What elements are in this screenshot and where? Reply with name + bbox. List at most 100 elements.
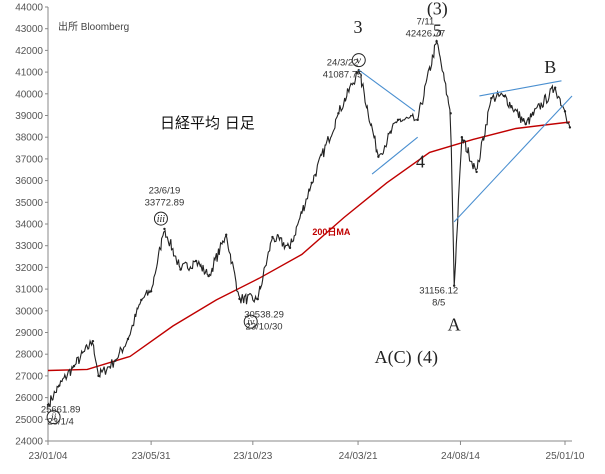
- price-point: [310, 181, 313, 184]
- y-tick-label: 31000: [15, 285, 43, 296]
- price-point: [452, 284, 456, 287]
- price-point: [490, 96, 493, 100]
- price-point: [207, 274, 210, 278]
- price-date-annotation: 30538.29: [244, 309, 284, 320]
- wave-marker-label: v: [357, 55, 362, 66]
- wave-marker-label: iii: [157, 214, 166, 225]
- price-point: [553, 86, 557, 89]
- y-tick-label: 38000: [15, 133, 43, 144]
- price-date-annotation: 33772.89: [145, 198, 185, 209]
- price-point: [568, 126, 572, 129]
- trend-line: [479, 80, 562, 97]
- trend-line: [358, 69, 416, 112]
- y-tick-label: 42000: [15, 46, 43, 57]
- wave-marker-circle: [243, 314, 258, 329]
- wave-label: A: [448, 314, 461, 334]
- y-tick-label: 35000: [15, 198, 43, 209]
- price-point: [435, 39, 438, 43]
- price-point: [114, 359, 117, 362]
- price-point: [91, 339, 95, 343]
- y-tick-label: 30000: [15, 306, 43, 317]
- price-point: [149, 290, 153, 293]
- price-point: [46, 403, 50, 407]
- wave-marker-label: ii: [51, 412, 57, 423]
- price-point: [194, 259, 198, 263]
- price-date-annotation: 25661.89: [41, 404, 81, 415]
- price-point: [396, 118, 400, 122]
- price-point: [475, 170, 478, 174]
- wave-label: (3): [427, 0, 448, 20]
- y-tick-label: 24000: [15, 437, 43, 448]
- price-date-annotation: 7/11: [416, 16, 434, 27]
- y-tick-label: 41000: [15, 68, 43, 79]
- price-point: [449, 112, 452, 115]
- price-point: [271, 235, 274, 239]
- wave-marker-label: iv: [247, 317, 255, 328]
- price-point: [163, 227, 166, 231]
- x-tick-label: 24/08/14: [441, 451, 480, 462]
- wave-marker-circle: [46, 410, 61, 425]
- wave-label: A(C): [375, 347, 412, 368]
- price-date-annotation: 23/6/19: [149, 186, 181, 197]
- price-point: [563, 110, 567, 113]
- y-tick-label: 27000: [15, 371, 43, 382]
- wave-label: 3: [354, 17, 363, 37]
- y-tick-label: 25000: [15, 415, 43, 426]
- price-date-annotation: 8/5: [432, 297, 445, 308]
- chart-title: 日経平均 日足: [160, 114, 255, 132]
- price-point: [460, 136, 464, 139]
- price-point: [97, 374, 100, 378]
- trend-line: [371, 136, 419, 175]
- price-point: [502, 94, 506, 98]
- x-tick-label: 24/03/21: [339, 451, 378, 462]
- price-point: [72, 364, 76, 368]
- price-date-annotation: 41087.75: [323, 70, 363, 81]
- price-date-annotation: 31156.12: [419, 285, 458, 296]
- price-point: [58, 384, 61, 387]
- wave-marker-circle: [351, 53, 366, 68]
- y-tick-label: 34000: [15, 220, 43, 231]
- y-tick-label: 32000: [15, 263, 43, 274]
- price-point: [416, 118, 419, 122]
- y-tick-label: 40000: [15, 89, 43, 100]
- price-date-annotation: 24/3/22: [327, 58, 359, 69]
- trend-line-layer: [358, 69, 573, 223]
- price-point: [337, 112, 340, 115]
- price-date-annotation: 23/1/4: [47, 416, 73, 427]
- price-date-annotation: 42426.77: [406, 28, 446, 39]
- price-point: [238, 297, 241, 301]
- ma-200-line: [47, 121, 570, 372]
- ma-label: 200日MA: [312, 227, 351, 237]
- y-tick-label: 28000: [15, 350, 43, 361]
- wave-label: 4: [416, 152, 425, 172]
- x-tick-label: 25/01/10: [546, 451, 585, 462]
- trend-line: [453, 95, 573, 223]
- y-tick-label: 44000: [15, 3, 43, 14]
- chart-axes: 24000 25000 26000 27000 28000 29000 30000 31000…: [15, 3, 585, 463]
- x-tick-label: 23/10/23: [233, 451, 272, 462]
- x-tick-label: 23/05/31: [132, 451, 171, 462]
- price-point: [377, 155, 380, 158]
- wave-marker-circle: [153, 211, 168, 226]
- price-point: [256, 297, 259, 301]
- price-point: [224, 233, 228, 237]
- price-line: [47, 39, 571, 408]
- moving-average-layer: [47, 121, 570, 372]
- y-tick-label: 33000: [15, 241, 43, 252]
- price-point: [524, 122, 527, 126]
- y-tick-label: 43000: [15, 24, 43, 35]
- y-tick-label: 37000: [15, 154, 43, 165]
- wave-label: (4): [417, 347, 438, 368]
- source-label: 出所 Bloomberg: [58, 20, 129, 33]
- price-point: [140, 298, 143, 302]
- y-tick-label: 36000: [15, 176, 43, 187]
- y-tick-label: 26000: [15, 393, 43, 404]
- y-tick-label: 29000: [15, 328, 43, 339]
- wave-label: 5: [433, 20, 442, 40]
- price-point: [179, 268, 182, 271]
- price-date-annotation: 23/10/30: [246, 321, 283, 332]
- y-tick-label: 39000: [15, 111, 43, 122]
- wave-label: B: [544, 57, 556, 77]
